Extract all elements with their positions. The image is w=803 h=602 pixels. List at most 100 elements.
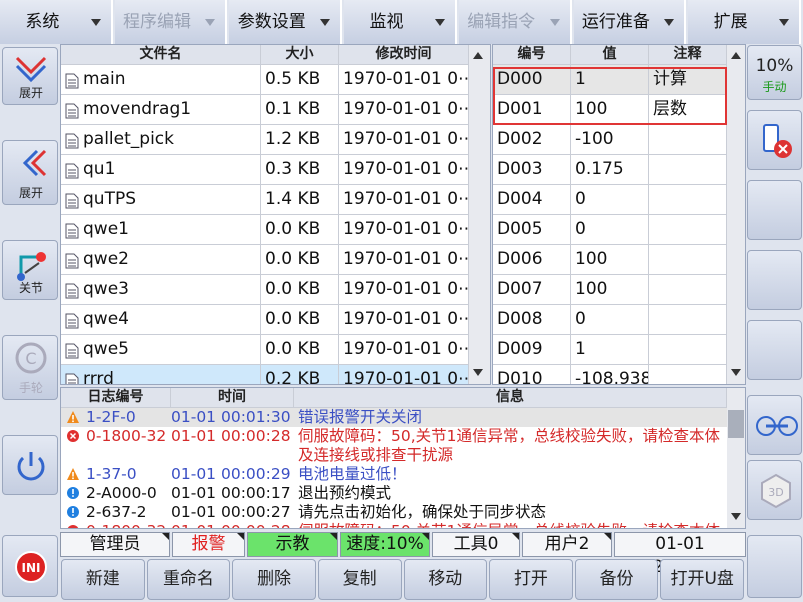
column-header: 文件名 <box>61 45 261 65</box>
menu-button[interactable]: 参数设置 <box>229 0 343 44</box>
table-row[interactable]: qwe3 0.0 KB 1970-01-01 0⋯ <box>61 275 469 305</box>
menu-button[interactable]: 系统 <box>0 0 113 44</box>
column-header: 值 <box>571 45 649 65</box>
log-text: 错误报警开关关闭 <box>298 408 423 426</box>
table-row[interactable]: D008 0 <box>493 305 727 335</box>
right-button[interactable] <box>747 180 802 240</box>
side-label: 展开 <box>18 186 43 200</box>
corner-mark <box>162 533 169 540</box>
scroll-down[interactable] <box>731 369 741 376</box>
action-button[interactable]: 重命名 <box>146 559 231 600</box>
file-icon <box>65 163 79 179</box>
table-cell <box>649 245 727 275</box>
log-body: 1-2F-0 01-01 00:01:30 错误报警开关关闭 0-1800-32 01-… <box>61 408 727 528</box>
table-cell: 1970-01-01 0⋯ <box>339 335 469 365</box>
table-row[interactable]: D003 0.175 <box>493 155 727 185</box>
table-row[interactable]: D009 1 <box>493 335 727 365</box>
log-text: 请先点击初始化，确保处于同步状态 <box>298 503 547 521</box>
right-button[interactable] <box>747 535 802 598</box>
ini-button[interactable]: INI <box>2 535 58 597</box>
menu-button: 编辑指令 <box>458 0 572 44</box>
column-header: 日志编号 <box>61 388 171 408</box>
table-row[interactable]: qu1 0.3 KB 1970-01-01 0⋯ <box>61 155 469 185</box>
log-level-icon <box>66 410 80 424</box>
table-row[interactable]: D006 100 <box>493 245 727 275</box>
table-row[interactable]: D000 1 计算 <box>493 65 727 95</box>
right-button[interactable] <box>747 395 802 455</box>
table-row[interactable]: qwe2 0.0 KB 1970-01-01 0⋯ <box>61 245 469 275</box>
table-row[interactable]: D010 -108.938 <box>493 365 727 384</box>
menu-button[interactable]: 扩展 <box>688 0 801 44</box>
side-button[interactable]: 展开 <box>2 47 58 105</box>
log-text: 01-01 00:00:29 <box>171 465 291 483</box>
action-button[interactable]: 打开 <box>489 559 573 600</box>
right-button[interactable] <box>747 110 802 170</box>
table-row[interactable]: D002 -100 <box>493 125 727 155</box>
menu-button[interactable]: 运行准备 <box>573 0 687 44</box>
table-row[interactable]: pallet_pick 1.2 KB 1970-01-01 0⋯ <box>61 125 469 155</box>
power-button[interactable] <box>2 435 58 495</box>
action-button[interactable]: 打开U盘 <box>660 559 744 600</box>
scroll-down[interactable] <box>473 369 483 376</box>
table-row[interactable]: D005 0 <box>493 215 727 245</box>
status-cell: 工具0 <box>432 532 520 557</box>
table-row[interactable]: D001 100 层数 <box>493 95 727 125</box>
side-button: C 手轮 <box>2 335 58 400</box>
file-icon <box>65 223 79 239</box>
dropdown-arrow <box>320 19 331 26</box>
action-button[interactable]: 备份 <box>574 559 659 600</box>
side-button[interactable]: 关节 <box>2 240 58 300</box>
column-header: 大小 <box>261 45 339 65</box>
table-cell: pallet_pick <box>61 125 261 155</box>
table-cell: 0.175 <box>571 155 649 185</box>
table-cell: 100 <box>571 275 649 305</box>
table-row[interactable]: D007 100 <box>493 275 727 305</box>
action-button[interactable]: 复制 <box>317 559 402 600</box>
log-row[interactable]: 1-37-0 01-01 00:00:29 电池电量过低！ <box>61 465 727 484</box>
right-button[interactable] <box>747 320 802 380</box>
table-cell: D004 <box>493 185 571 215</box>
log-row[interactable]: 1-2F-0 01-01 00:01:30 错误报警开关关闭 <box>61 408 727 427</box>
table-cell: 1970-01-01 0⋯ <box>339 95 469 125</box>
table-row[interactable]: qwe1 0.0 KB 1970-01-01 0⋯ <box>61 215 469 245</box>
scroll-down[interactable] <box>731 513 741 520</box>
table-cell: rrrd <box>61 365 261 384</box>
side-icon: C <box>3 338 59 378</box>
file-icon <box>65 283 79 299</box>
menu-label: 运行准备 <box>581 12 650 32</box>
log-row[interactable]: 2-A000-0 01-01 00:00:17 退出预约模式 <box>61 484 727 503</box>
menu-button[interactable]: 监视 <box>344 0 457 44</box>
right-button[interactable] <box>747 250 802 310</box>
table-cell: 1970-01-01 0⋯ <box>339 365 469 384</box>
table-row[interactable]: main 0.5 KB 1970-01-01 0⋯ <box>61 65 469 95</box>
file-icon <box>65 343 79 359</box>
action-button[interactable]: 新建 <box>61 559 145 600</box>
table-row[interactable]: rrrd 0.2 KB 1970-01-01 0⋯ <box>61 365 469 384</box>
table-row[interactable]: D004 0 <box>493 185 727 215</box>
action-button[interactable]: 删除 <box>232 559 316 600</box>
log-text: 2-637-2 <box>86 503 147 521</box>
right-button[interactable]: 10% 手动 <box>747 45 802 100</box>
table-row[interactable]: qwe5 0.0 KB 1970-01-01 0⋯ <box>61 335 469 365</box>
table-cell: quTPS <box>61 185 261 215</box>
scroll-up[interactable] <box>731 52 741 59</box>
right-button[interactable]: 3D <box>747 460 802 520</box>
table-row[interactable]: qwe4 0.0 KB 1970-01-01 0⋯ <box>61 305 469 335</box>
table-row[interactable]: quTPS 1.4 KB 1970-01-01 0⋯ <box>61 185 469 215</box>
log-panel: 日志编号 时间 信息 1-2F-0 01-01 00:01:30 错误报警开关关闭 0-18… <box>60 387 746 529</box>
highlight-box <box>493 67 727 125</box>
table-row[interactable]: movendrag1 0.1 KB 1970-01-01 0⋯ <box>61 95 469 125</box>
log-row[interactable]: 2-637-2 01-01 00:00:27 请先点击初始化，确保处于同步状态 <box>61 503 727 522</box>
side-label: 关节 <box>18 281 43 295</box>
scroll-thumb[interactable] <box>728 410 744 438</box>
scroll-up[interactable] <box>473 52 483 59</box>
side-button[interactable]: 展开 <box>2 140 58 205</box>
table-cell: D005 <box>493 215 571 245</box>
action-button[interactable]: 移动 <box>403 559 488 600</box>
table-cell: 0.0 KB <box>261 275 339 305</box>
table-cell: 0.0 KB <box>261 305 339 335</box>
file-icon <box>65 253 79 269</box>
